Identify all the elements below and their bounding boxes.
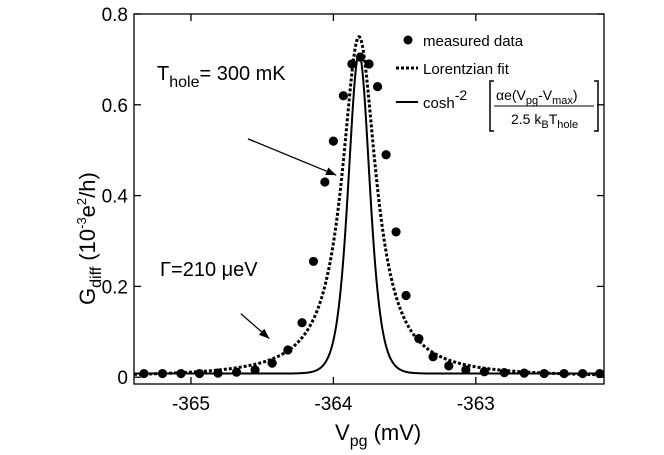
data-point: [499, 368, 509, 378]
data-point: [401, 290, 411, 301]
data-point: [428, 352, 438, 362]
data-point: [444, 361, 454, 371]
y-tick-label: 0.8: [102, 5, 128, 26]
arrow-thole-shaft: [247, 138, 337, 176]
legend-label-measured: measured data: [423, 33, 524, 50]
annotation-arrows: [240, 138, 337, 340]
data-point: [364, 59, 374, 69]
series-lorentzian-fit: [133, 35, 605, 377]
legend-fraction-numerator: αe(Vpg-Vmax): [496, 87, 578, 107]
data-point: [283, 345, 293, 355]
legend-fraction-denominator: 2.5 kBThole: [511, 111, 578, 131]
data-point: [559, 368, 569, 379]
data-point: [578, 368, 588, 379]
y-tick-label: 0.4: [102, 187, 129, 208]
y-tick-label: 0.2: [102, 277, 128, 298]
arrow-thole-head: [325, 167, 337, 176]
data-point: [267, 358, 277, 368]
data-point: [391, 227, 401, 237]
annotation-gamma: Γ=210 μeV: [160, 259, 258, 281]
legend-bracket-left: [489, 80, 494, 132]
plot-frame: [133, 13, 605, 385]
y-tick-label: 0: [117, 368, 128, 389]
data-point: [479, 367, 489, 377]
data-point: [347, 59, 357, 69]
legend: measured data Lorentzian fit cosh-2 αe(V…: [396, 33, 599, 132]
legend-marker-measured: [403, 35, 413, 45]
x-tick-label: -365: [172, 394, 210, 415]
data-point: [519, 368, 529, 378]
data-point: [539, 368, 549, 379]
legend-bracket-right: [594, 80, 599, 132]
data-point: [320, 177, 330, 187]
points-layer: [139, 52, 605, 379]
ticks-layer: -365 -364 -363 0 0.2 0.4 0.6 0.8: [102, 5, 604, 415]
data-point: [372, 82, 383, 92]
series-layer: [133, 35, 605, 377]
legend-label-lorentzian: Lorentzian fit: [423, 61, 510, 78]
data-point: [595, 368, 605, 379]
data-point: [231, 367, 242, 377]
x-tick-label: -364: [314, 394, 352, 415]
data-point: [176, 368, 186, 379]
data-point: [308, 256, 319, 267]
data-point: [157, 368, 168, 379]
data-point: [297, 318, 307, 328]
data-point: [414, 334, 424, 344]
x-axis-label: Vpg (mV): [335, 420, 421, 450]
y-axis-label: Gdiff (10-3e2/h): [74, 172, 105, 305]
annotation-thole: Thole= 300 mK: [157, 63, 286, 91]
data-point: [461, 365, 471, 375]
data-point: [213, 368, 223, 378]
data-point: [194, 368, 205, 379]
data-point: [250, 365, 260, 375]
data-point: [139, 368, 149, 379]
data-point: [355, 52, 366, 62]
data-point: [381, 150, 391, 160]
data-point: [338, 91, 348, 101]
legend-label-cosh: cosh-2: [423, 87, 467, 112]
x-tick-label: -363: [457, 394, 495, 415]
arrow-gamma-head: [258, 328, 270, 339]
data-point: [328, 136, 338, 146]
y-tick-label: 0.6: [102, 96, 128, 117]
